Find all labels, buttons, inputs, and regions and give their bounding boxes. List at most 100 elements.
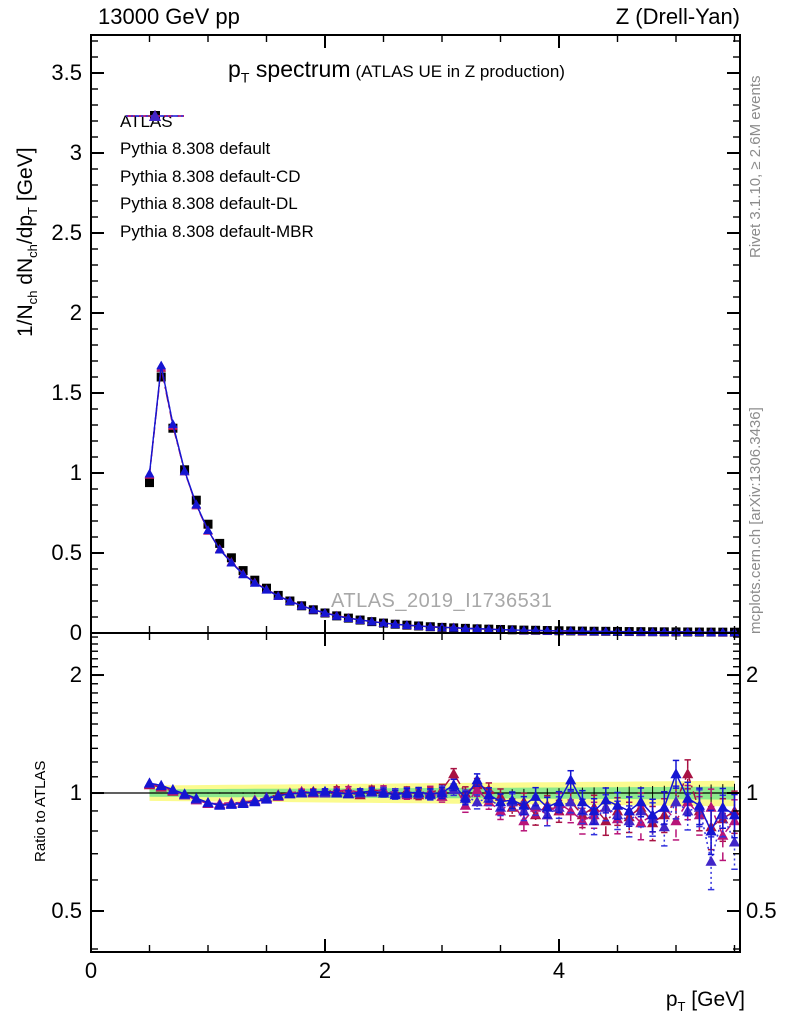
legend-item-atlas: Pythia 8.308 default [112, 110, 314, 164]
atlas-data-point [145, 478, 155, 488]
mc-data-point [705, 801, 717, 812]
analysis-watermark: ATLAS_2019_I1736531 [331, 590, 553, 612]
mc-data-point [320, 608, 330, 617]
mc-data-point [705, 825, 717, 836]
mc-data-point [331, 787, 343, 798]
legend-item-label: Pythia 8.308 default-MBR [120, 221, 314, 241]
mc-data-point [693, 799, 705, 810]
mc-data-point [202, 797, 214, 808]
main-y-tick-label: 3.5 [51, 60, 82, 85]
mc-data-point [238, 569, 248, 579]
main-y-tick-label: 1.5 [51, 380, 82, 405]
ratio-y-tick-label-right: 1 [746, 780, 759, 806]
mc-data-point [179, 788, 191, 799]
mc-data-point [728, 836, 741, 847]
mc-data-point [355, 615, 365, 624]
mc-data-point [260, 793, 273, 804]
mc-data-point [284, 788, 296, 799]
plot-title: pT spectrum [228, 56, 351, 87]
mc-data-point [471, 784, 483, 795]
plot-subtitle: (ATLAS UE in Z production) [355, 62, 565, 81]
mc-data-point [167, 784, 179, 795]
legend-item-atlas: Pythia 8.308 default-CD [112, 110, 314, 191]
mc-data-point [717, 801, 729, 812]
legend-item-atlas: Pythia 8.308 default-MBR [112, 110, 314, 246]
mc-data-point [214, 799, 226, 810]
mc-data-point [623, 805, 635, 816]
plot-title-row: pT spectrum (ATLAS UE in Z production) [228, 56, 565, 87]
main-y-tick-label: 0 [69, 620, 82, 645]
mc-data-point [658, 821, 670, 832]
mc-data-point [448, 768, 460, 779]
main-y-tick-label: 2.5 [51, 220, 82, 245]
mc-data-point [250, 578, 260, 587]
mc-data-point [342, 788, 354, 799]
mc-data-point [576, 796, 588, 807]
ratio-y-tick-label-right: 0.5 [746, 898, 777, 923]
legend-item-label: Pythia 8.308 default-CD [120, 166, 301, 186]
mc-data-point [565, 774, 577, 785]
mc-data-point [483, 789, 495, 800]
mc-data-point [307, 786, 319, 797]
mc-data-point [225, 798, 237, 809]
mc-data-point [156, 360, 166, 370]
atlas-data-point [203, 519, 213, 529]
main-y-tick-label: 0.5 [51, 540, 82, 565]
mc-data-point [471, 796, 483, 807]
main-y-tick-label: 1 [69, 460, 82, 485]
header-process: Z (Drell-Yan) [615, 4, 740, 29]
mc-data-point [237, 797, 249, 808]
mc-data-point [191, 499, 202, 508]
mc-data-point [331, 611, 342, 620]
atlas-data-point [215, 538, 225, 548]
mc-data-point [343, 613, 354, 622]
mc-data-point [705, 855, 717, 866]
legend-item-label: Pythia 8.308 default-DL [120, 194, 298, 214]
mc-data-point [670, 796, 682, 807]
x-tick-label: 4 [552, 958, 566, 983]
mc-data-point [506, 794, 518, 805]
mc-data-point [214, 544, 225, 554]
mc-data-point [448, 779, 460, 790]
mc-data-point [507, 625, 517, 634]
mc-data-point [143, 777, 156, 788]
mc-data-point [611, 799, 624, 810]
mc-data-point [378, 618, 389, 627]
main-y-tick-label: 2 [69, 300, 82, 325]
mc-data-point [541, 801, 553, 812]
mc-data-point [530, 790, 542, 801]
axis-ticks [90, 35, 740, 952]
mc-data-point [471, 774, 483, 785]
mc-data-point [588, 805, 600, 816]
legend-item-label: Pythia 8.308 default [120, 139, 271, 159]
legend: ATLAS Pythia 8.308 default Pythia 8.308 de… [112, 108, 314, 246]
mc-data-point [296, 601, 307, 610]
mc-data-point [459, 792, 471, 803]
mc-data-point [448, 622, 459, 632]
mc-data-point [273, 591, 283, 600]
ratio-y-tick-label-left: 1 [69, 780, 82, 806]
mc-data-point [168, 419, 178, 428]
mc-data-point [460, 623, 471, 633]
ratio-y-tick-label-left: 0.5 [51, 898, 82, 923]
mc-data-point [647, 809, 659, 820]
mc-data-point [367, 616, 377, 626]
mc-data-point [203, 525, 213, 534]
mc-data-point [565, 796, 577, 807]
header-beam-energy: 13000 GeV pp [98, 4, 240, 29]
mc-data-point [285, 596, 295, 605]
mc-data-point [436, 787, 448, 798]
mc-data-point [670, 815, 682, 826]
ratio-y-tick-label-left: 2 [69, 662, 82, 688]
mc-data-point [682, 792, 694, 803]
mc-data-point [635, 796, 647, 807]
mc-data-point [682, 768, 694, 779]
mc-data-point [144, 468, 155, 478]
x-tick-label: 2 [318, 958, 332, 983]
caption-mcplots-arxiv: mcplots.cern.ch [arXiv:1306.3436] [747, 407, 764, 634]
mc-data-point [658, 801, 670, 812]
x-axis-label: pT [GeV] [665, 988, 745, 1015]
ratio-series-default [143, 759, 741, 856]
